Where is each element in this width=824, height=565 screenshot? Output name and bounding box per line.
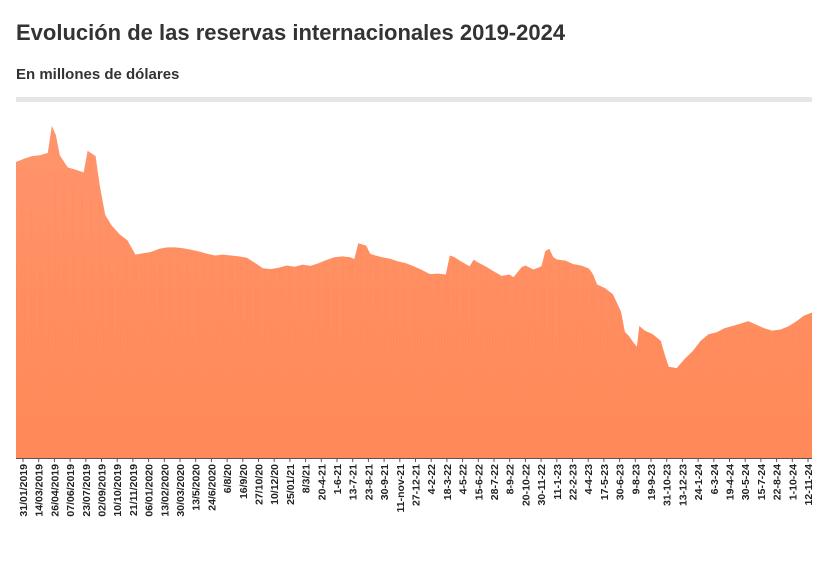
x-tick-label: 30/03/2020 xyxy=(175,464,187,517)
x-tick-label: 6-3-24 xyxy=(709,464,721,495)
x-tick-label: 13/5/2020 xyxy=(191,464,203,511)
x-tick-label: 07/06/2019 xyxy=(65,464,77,517)
x-tick-label: 1-6-21 xyxy=(332,464,344,495)
x-tick-label: 17-5-23 xyxy=(599,464,611,500)
x-tick-label: 4-5-22 xyxy=(458,464,470,495)
x-tick-label: 13-7-21 xyxy=(348,464,360,500)
x-axis-ticks xyxy=(22,458,809,462)
x-tick-label: 22-2-23 xyxy=(568,464,580,500)
x-tick-label: 30-11-22 xyxy=(536,464,548,506)
x-tick-label: 06/01/2020 xyxy=(144,464,156,517)
x-tick-label: 11-1-23 xyxy=(552,464,564,500)
x-tick-label: 20-10-22 xyxy=(520,464,532,506)
x-tick-label: 18-3-22 xyxy=(442,464,454,500)
x-axis-labels: 31/01/2019 14/03/2019 26/04/2019 07/06/2019… xyxy=(18,464,815,517)
x-tick-label: 8-9-22 xyxy=(505,464,517,495)
x-tick-label: 15-6-22 xyxy=(473,464,485,500)
x-tick-label: 23/07/2019 xyxy=(81,464,93,517)
x-tick-label: 20-4-21 xyxy=(316,464,328,500)
x-tick-label: 16/9/20 xyxy=(238,464,250,499)
x-tick-label: 02/09/2019 xyxy=(97,464,109,517)
x-tick-label: 28-7-22 xyxy=(489,464,501,500)
chart-subtitle: En millones de dólares xyxy=(16,66,180,83)
x-tick-label: 30-5-24 xyxy=(740,464,752,500)
x-tick-label: 15-7-24 xyxy=(756,464,768,500)
x-tick-label: 27/10/20 xyxy=(254,464,266,505)
x-tick-label: 24/6/2020 xyxy=(206,464,218,511)
x-tick-label: 10/10/2019 xyxy=(112,464,124,517)
x-tick-label: 31-10-23 xyxy=(662,464,674,506)
x-tick-label: 30-6-23 xyxy=(615,464,627,500)
x-tick-label: 31/01/2019 xyxy=(18,464,30,517)
x-tick-label: 25/01/21 xyxy=(285,464,297,505)
x-tick-label: 27-12-21 xyxy=(411,464,423,506)
x-tick-label: 12-11-24 xyxy=(803,464,815,506)
x-tick-label: 11-nov-21 xyxy=(395,464,407,513)
x-tick-label: 19-9-23 xyxy=(646,464,658,500)
x-tick-label: 19-4-24 xyxy=(725,464,737,500)
x-tick-label: 1-10-24 xyxy=(787,464,799,500)
x-tick-label: 23-8-21 xyxy=(363,464,375,500)
x-tick-label: 4-4-23 xyxy=(583,464,595,495)
x-tick-label: 9-8-23 xyxy=(630,464,642,495)
series-area xyxy=(16,125,812,459)
x-tick-label: 10/12/20 xyxy=(269,464,281,505)
x-tick-label: 4-2-22 xyxy=(426,464,438,495)
x-tick-label: 8/3/21 xyxy=(301,464,313,493)
x-tick-label: 24-1-24 xyxy=(693,464,705,500)
area-texture xyxy=(16,169,812,458)
x-tick-label: 22-8-24 xyxy=(772,464,784,500)
x-tick-label: 26/04/2019 xyxy=(49,464,61,517)
x-tick-label: 13/02/2020 xyxy=(159,464,171,517)
x-tick-label: 21/11/2019 xyxy=(128,464,140,516)
x-tick-label: 13-12-23 xyxy=(677,464,689,506)
chart-title: Evolución de las reservas internacionale… xyxy=(16,20,566,45)
x-tick-label: 30-9-21 xyxy=(379,464,391,500)
x-tick-label: 6/8/20 xyxy=(222,464,234,493)
header-divider xyxy=(16,97,812,102)
x-tick-label: 14/03/2019 xyxy=(34,464,46,517)
